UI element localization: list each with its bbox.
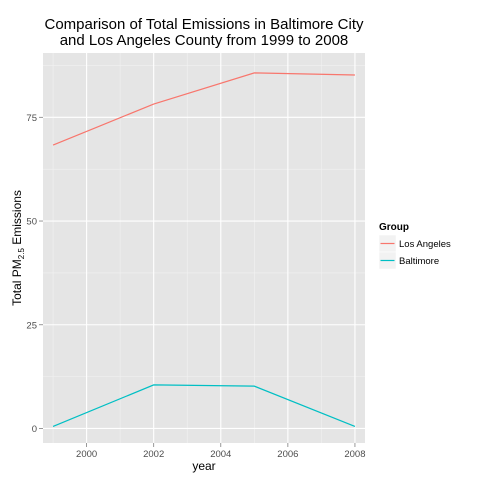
- x-axis-label: year: [192, 459, 215, 473]
- y-axis-label: Total PM2.5 Emissions: [10, 190, 26, 306]
- grid-major: [43, 53, 365, 443]
- y-axis-label-subscript: 2.5: [17, 248, 26, 260]
- legend-title: Group: [379, 222, 409, 233]
- y-axis-label-rest: Emissions: [10, 190, 24, 248]
- chart-title-line-2: and Los Angeles County from 1999 to 2008: [60, 32, 349, 49]
- chart-title-line-1: Comparison of Total Emissions in Baltimo…: [44, 16, 364, 33]
- y-axis-label-main: Total PM: [10, 259, 24, 306]
- legend-label-baltimore: Baltimore: [399, 256, 439, 267]
- series-layer: [52, 72, 356, 427]
- plot-panel: [43, 53, 365, 443]
- y-axis-ticks: 0 25 50 75: [26, 113, 43, 435]
- x-tick-label: 2006: [277, 449, 298, 460]
- legend-label-los-angeles: Los Angeles: [399, 239, 451, 250]
- x-axis-ticks: 2000 2002 2004 2006 2008: [76, 443, 366, 460]
- x-tick-label: 2008: [344, 449, 365, 460]
- series-line-baltimore: [52, 384, 356, 427]
- grid-minor: [43, 53, 365, 443]
- x-tick-label: 2002: [143, 449, 164, 460]
- x-tick-label: 2000: [76, 449, 97, 460]
- legend: Group Los Angeles Baltimore: [378, 222, 451, 270]
- series-line-los-angeles: [52, 72, 355, 146]
- y-tick-label: 25: [26, 320, 37, 331]
- x-tick-label: 2004: [210, 449, 231, 460]
- y-tick-label: 50: [26, 217, 37, 228]
- y-tick-label: 75: [26, 113, 37, 124]
- y-tick-label: 0: [32, 424, 37, 435]
